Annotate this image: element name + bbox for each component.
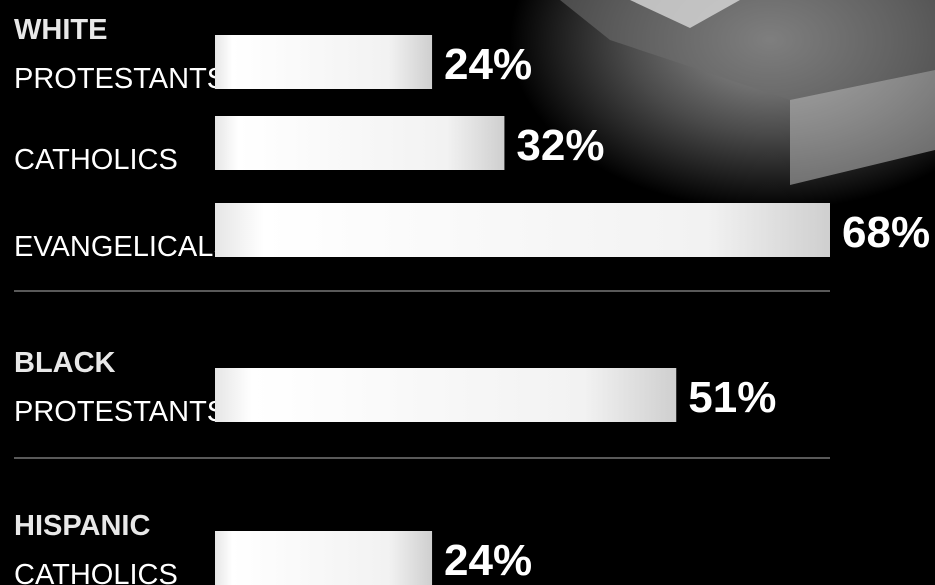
- group-label: BLACK: [14, 347, 116, 379]
- bar: [215, 203, 830, 257]
- value-label: 24%: [444, 536, 532, 585]
- value-label: 51%: [688, 373, 776, 422]
- category-label: PROTESTANTS: [14, 63, 226, 95]
- category-label: CATHOLICS: [14, 144, 178, 176]
- group-label: HISPANIC: [14, 510, 150, 542]
- ballot-box-top: [560, 0, 935, 100]
- bar: [215, 35, 433, 89]
- group-label: WHITE: [14, 14, 107, 46]
- ballot-paper: [630, 0, 740, 28]
- bar: [215, 116, 505, 170]
- bar: [215, 531, 433, 585]
- category-label: EVANGELICALS: [14, 231, 233, 263]
- ballot-box-side: [790, 70, 935, 185]
- category-label: CATHOLICS: [14, 559, 178, 585]
- value-label: 68%: [842, 208, 930, 257]
- category-label: PROTESTANTS: [14, 396, 226, 428]
- value-label: 32%: [516, 121, 604, 170]
- bar: [215, 368, 677, 422]
- value-label: 24%: [444, 40, 532, 89]
